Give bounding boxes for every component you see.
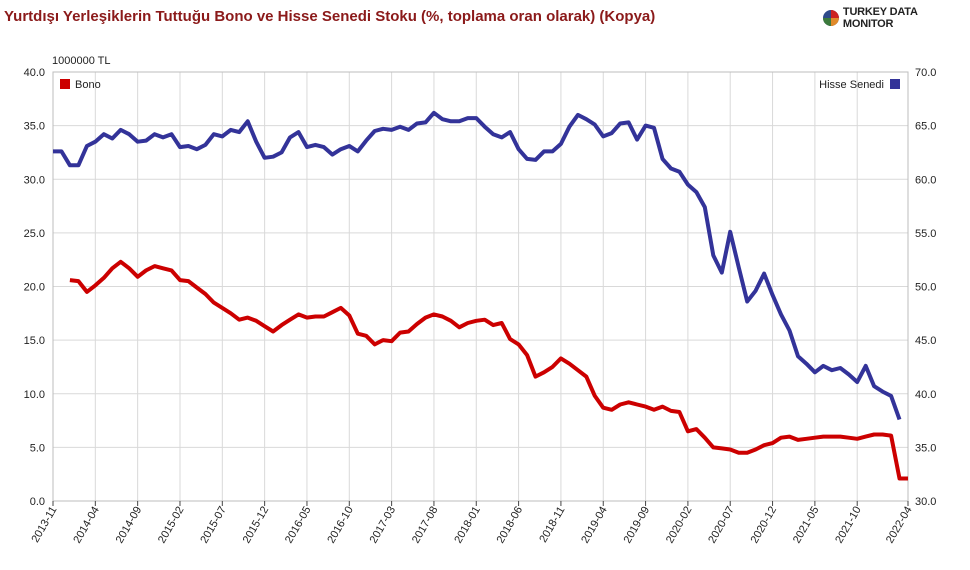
legend-label-bono: Bono bbox=[75, 79, 101, 91]
x-tick-label: 2016-05 bbox=[283, 505, 314, 546]
x-tick-label: 2019-04 bbox=[579, 505, 610, 546]
series-line-hisse-senedi bbox=[53, 110, 902, 421]
y-left-tick-label: 10.0 bbox=[24, 389, 45, 401]
y-left-tick-label: 15.0 bbox=[24, 335, 45, 347]
x-tick-label: 2022-04 bbox=[884, 505, 915, 546]
x-tick-label: 2015-07 bbox=[198, 505, 229, 546]
x-tick-label: 2013-11 bbox=[29, 505, 59, 545]
y-right-tick-label: 60.0 bbox=[915, 174, 936, 186]
x-tick-label: 2014-09 bbox=[114, 505, 145, 546]
globe-icon bbox=[822, 10, 839, 26]
y-left-tick-label: 5.0 bbox=[30, 442, 45, 454]
legend-label-hisse-senedi: Hisse Senedi bbox=[819, 79, 884, 91]
legend: Bono Hisse Senedi bbox=[60, 79, 900, 91]
series-line-bono bbox=[69, 259, 908, 481]
x-tick-label: 2018-06 bbox=[495, 505, 526, 546]
x-tick-label: 2016-10 bbox=[325, 505, 356, 546]
x-tick-label: 2020-07 bbox=[706, 505, 737, 546]
x-tick-label: 2019-09 bbox=[622, 505, 653, 546]
chart-title: Yurtdışı Yerleşiklerin Tuttuğu Bono ve H… bbox=[4, 8, 656, 25]
y-right-tick-label: 50.0 bbox=[915, 282, 936, 294]
brand-logo: TURKEY DATA MONITOR bbox=[822, 6, 970, 30]
y-right-tick-label: 55.0 bbox=[915, 228, 936, 240]
x-tick-label: 2018-01 bbox=[452, 505, 483, 546]
y-right-tick-label: 65.0 bbox=[915, 121, 936, 133]
axes: 0.0 5.0 10.0 15.0 20.0 25.0 30.0 35.0 40.0 30.0 35… bbox=[24, 67, 937, 545]
y-left-tick-label: 0.0 bbox=[30, 496, 45, 508]
legend-swatch-hisse-senedi bbox=[890, 79, 900, 89]
brand-name: TURKEY DATA MONITOR bbox=[842, 6, 918, 30]
y-right-tick-label: 70.0 bbox=[915, 67, 936, 79]
y-left-tick-label: 40.0 bbox=[24, 67, 45, 79]
y-right-tick-label: 30.0 bbox=[915, 496, 936, 508]
x-tick-label: 2021-10 bbox=[833, 505, 864, 546]
y-right-tick-label: 45.0 bbox=[915, 335, 936, 347]
x-tick-label: 2017-08 bbox=[410, 505, 441, 546]
y-left-tick-label: 30.0 bbox=[24, 174, 45, 186]
x-tick-label: 2020-12 bbox=[749, 505, 780, 546]
y-right-tick-label: 35.0 bbox=[915, 442, 936, 454]
y-left-tick-label: 20.0 bbox=[24, 282, 45, 294]
y-left-tick-label: 25.0 bbox=[24, 228, 45, 240]
x-tick-label: 2021-05 bbox=[791, 505, 822, 546]
x-tick-label: 2020-02 bbox=[664, 505, 695, 546]
x-tick-label: 2018-11 bbox=[537, 505, 567, 545]
y-unit-label: 1000000 TL bbox=[52, 55, 111, 67]
x-tick-label: 2017-03 bbox=[368, 505, 399, 546]
y-left-tick-label: 35.0 bbox=[24, 121, 45, 133]
x-tick-label: 2015-02 bbox=[156, 505, 187, 546]
y-right-tick-label: 40.0 bbox=[915, 389, 936, 401]
x-tick-label: 2015-12 bbox=[241, 505, 272, 546]
series-group bbox=[53, 110, 908, 481]
legend-swatch-bono bbox=[60, 79, 70, 89]
plot-frame bbox=[52, 71, 909, 502]
x-tick-label: 2014-04 bbox=[71, 505, 102, 546]
